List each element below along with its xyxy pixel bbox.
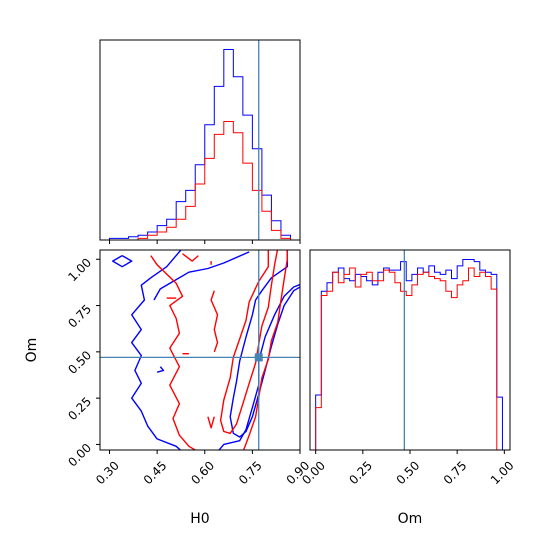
h0-axis-label: H0: [190, 511, 209, 527]
h0-tick-label: 0.30: [93, 458, 122, 487]
om-tick-label: 0.75: [65, 302, 94, 331]
h0-tick-label: 0.45: [141, 458, 170, 487]
blue-island-1: [112, 254, 133, 268]
om-hist-tick-label: 1.00: [488, 458, 517, 487]
red-contour-outer-left: [150, 255, 197, 450]
h0-hist-red: [100, 121, 300, 241]
om-tick-label: 0.25: [65, 394, 94, 423]
om-hist-axis-label: Om: [398, 511, 423, 527]
om-tick-label: 0.00: [65, 441, 94, 470]
red-contour-top: [182, 253, 199, 262]
truth-marker: [254, 353, 263, 362]
om-tick-label: 0.50: [65, 348, 94, 377]
red-contour-mid: [210, 290, 219, 353]
h0-histogram-panel: [99, 39, 301, 244]
blue-contour-outer-right: [218, 283, 300, 450]
joint-contours: [112, 250, 300, 450]
joint-frame: [99, 249, 301, 451]
h0-tick-label: 0.75: [236, 458, 265, 487]
red-contour-inner: [219, 250, 279, 434]
h0-tick-label: 0.60: [188, 458, 217, 487]
h0-hist-frame: [99, 39, 301, 241]
om-axis-label: Om: [24, 338, 40, 363]
om-hist-tick-label: 0.75: [441, 458, 470, 487]
om-hist-frame: [309, 249, 511, 451]
red-contour-outer-right: [242, 250, 288, 450]
h0-om-joint-panel: 0.30 0.45 0.60 0.75 0.900.000.250.500.751.00…: [24, 249, 312, 527]
om-hist-blue: [310, 259, 509, 451]
om-hist-tick-label: 0.25: [346, 458, 375, 487]
om-tick-label: 1.00: [65, 255, 94, 284]
om-hist-red: [310, 267, 509, 451]
blue-contour-outer-left: [131, 250, 182, 450]
om-hist-tick-label: 0.50: [394, 458, 423, 487]
blue-contour-top: [153, 251, 250, 301]
blue-island-2: [156, 366, 165, 373]
red-island-4: [207, 416, 215, 429]
